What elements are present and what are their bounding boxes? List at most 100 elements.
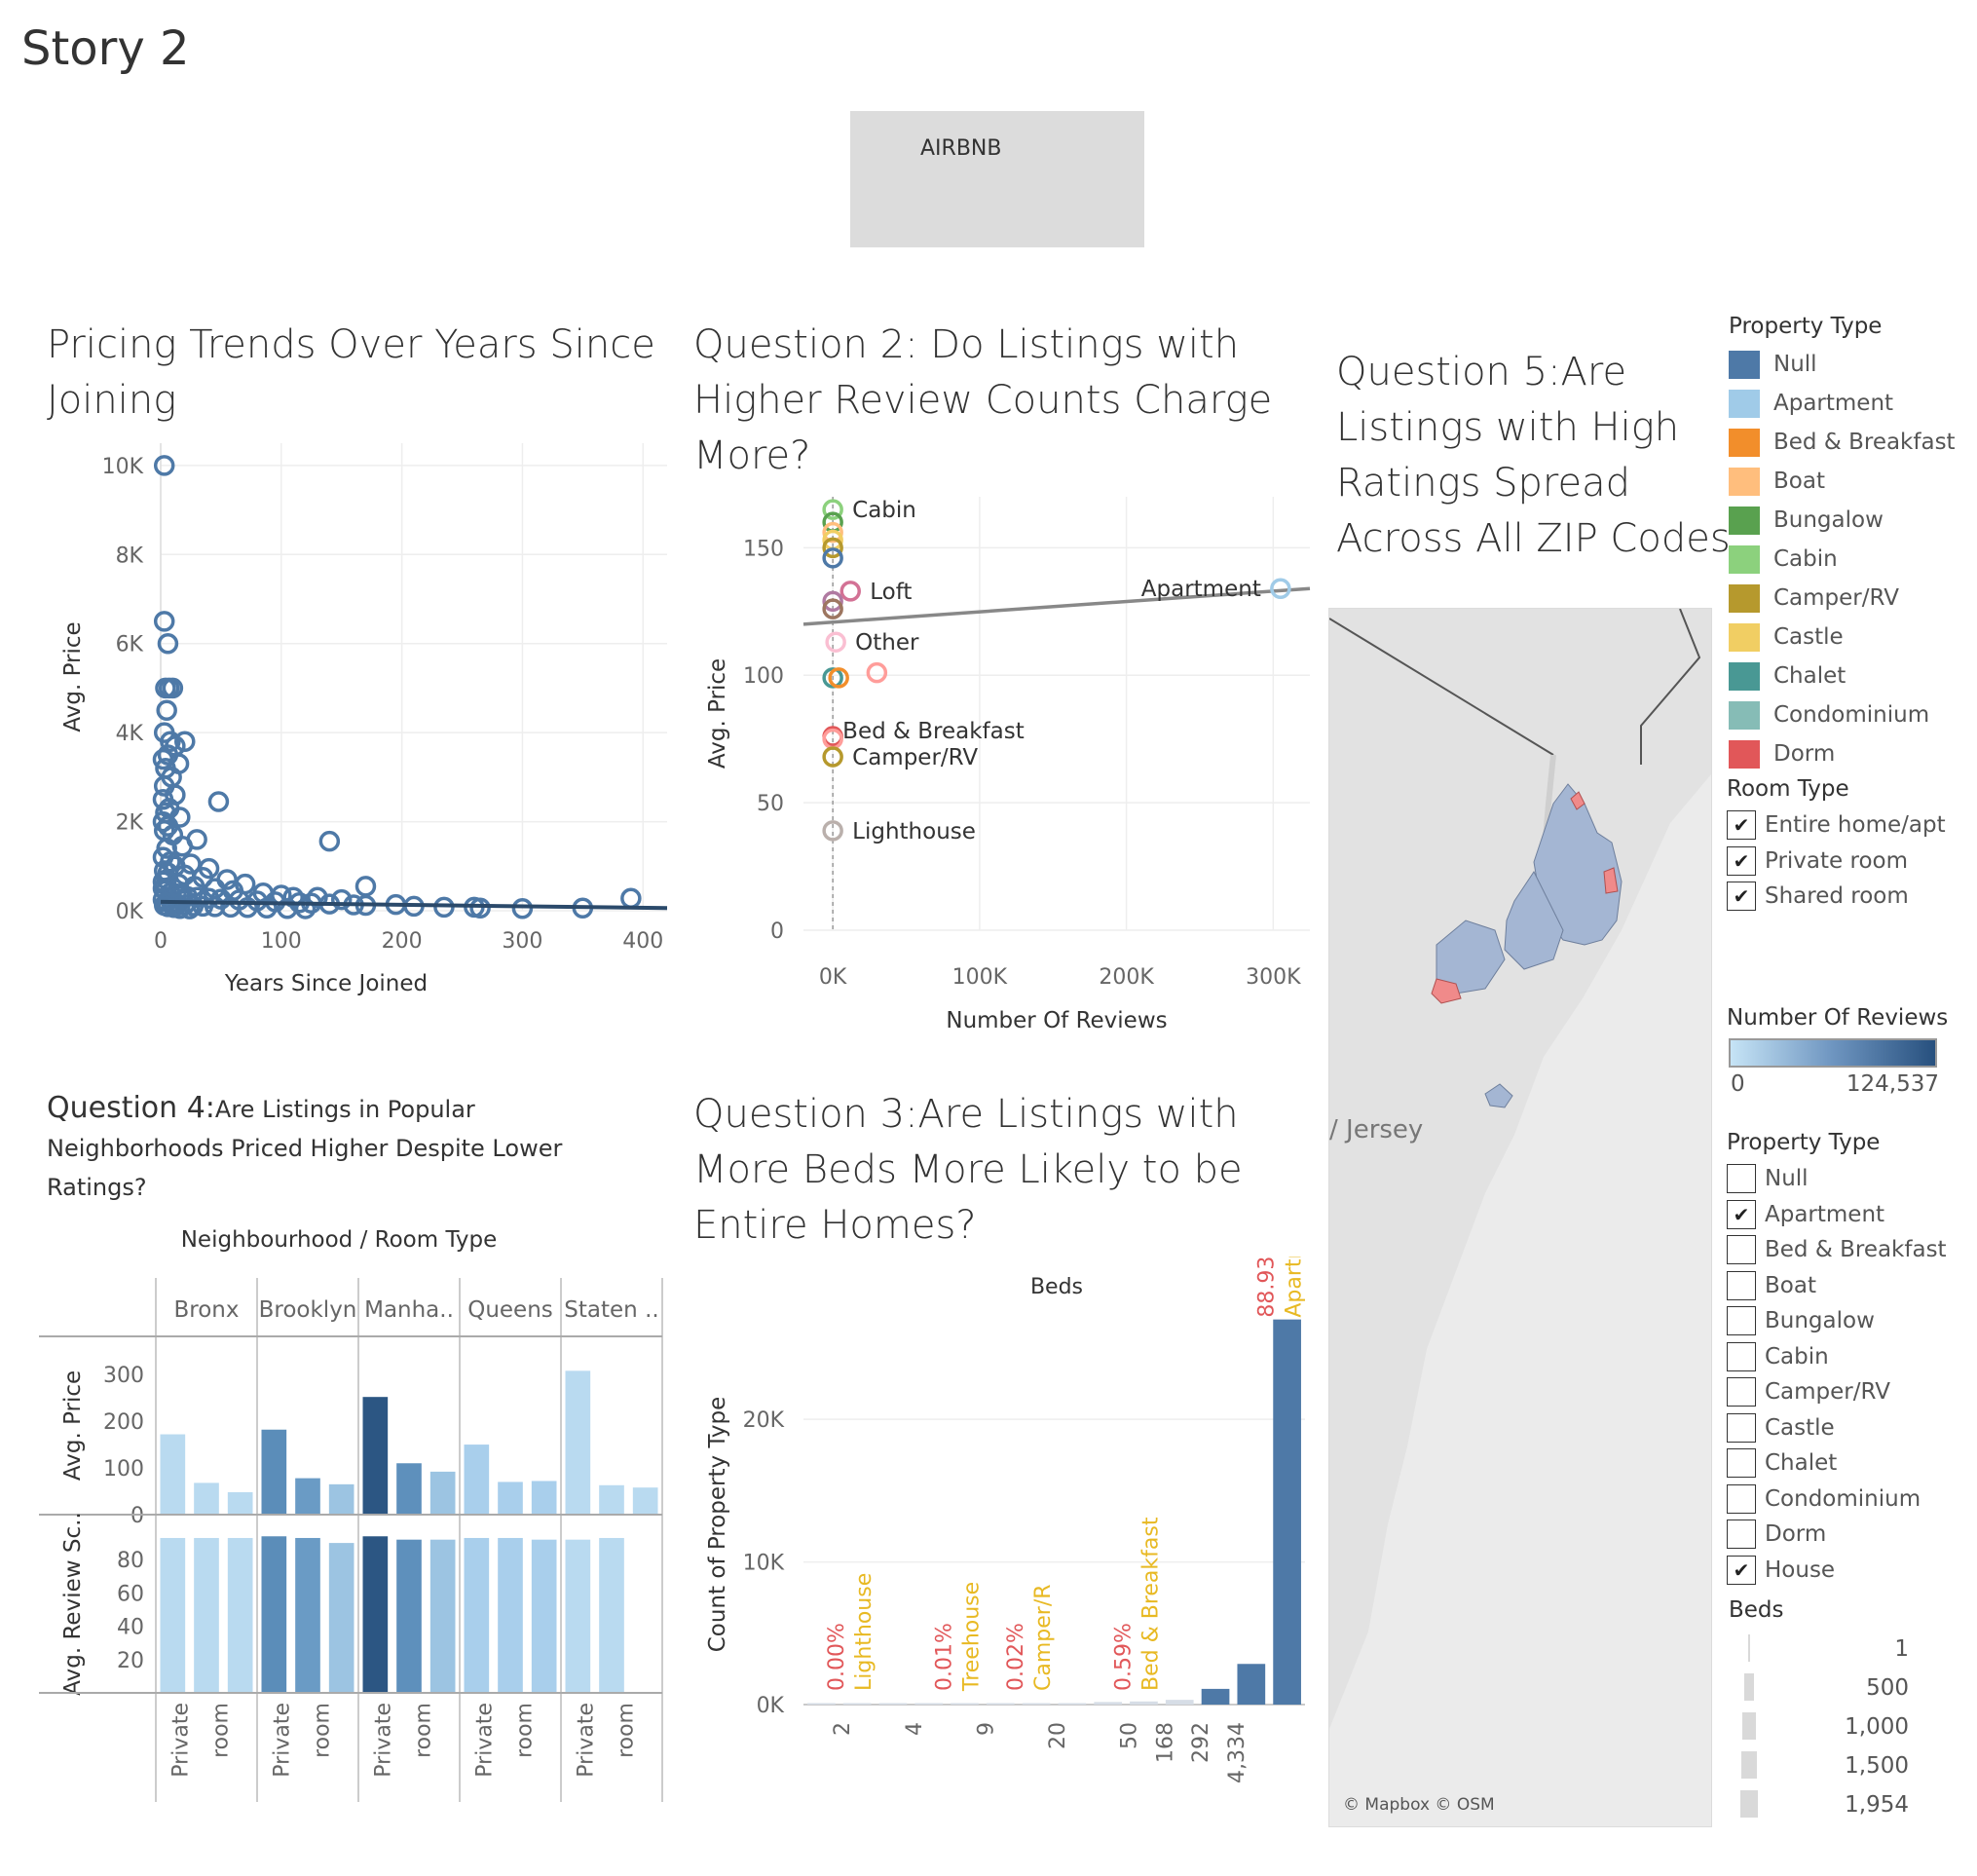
q3-y-axis-title: Count of Property Type (705, 1397, 730, 1653)
beds-bar-chart[interactable]: Beds 0K 10K 20K Count of Property Type 2 4 9 20 5… (682, 1257, 1324, 1841)
property-type-checkbox-item[interactable]: Castle (1727, 1410, 1975, 1446)
q4-bar (194, 1537, 219, 1693)
property-type-checkbox[interactable]: ✔ (1727, 1555, 1756, 1585)
q3-bar (1058, 1703, 1087, 1705)
property-type-checkbox-label: Cabin (1765, 1343, 1829, 1369)
legend-item-label: Boat (1773, 469, 1825, 494)
q3-percent-label: 0.59% (1111, 1623, 1136, 1691)
q2-y-tick-label: 100 (743, 664, 784, 689)
q4-neighbourhood-label: Bronx (174, 1297, 240, 1323)
property-type-legend-item[interactable]: Chalet (1729, 657, 1972, 695)
property-type-legend-item[interactable]: Castle (1729, 618, 1972, 657)
property-type-color-list[interactable]: Null Apartment Bed & Breakfast Boat Bungalow… (1729, 345, 1972, 783)
property-type-checkbox-item[interactable]: ✔ House (1727, 1553, 1975, 1589)
q1-point (354, 876, 377, 897)
pricing-trend-scatter-chart[interactable]: 0K 2K 4K 6K 8K 10K 0 100 200 300 400 Years Since Jo… (0, 429, 682, 1052)
property-type-checkbox[interactable] (1727, 1270, 1756, 1300)
beds-legend-bar (1742, 1712, 1756, 1740)
q4-title-line3: Ratings? (47, 1174, 147, 1201)
zip-map[interactable]: / Jersey © Mapbox © OSM (1328, 608, 1712, 1827)
property-type-checkbox-item[interactable]: Chalet (1727, 1445, 1975, 1482)
story-title: Story 2 (21, 21, 190, 76)
property-type-legend-item[interactable]: Bungalow (1729, 501, 1972, 540)
property-type-checkbox[interactable] (1727, 1377, 1756, 1407)
property-type-checkbox[interactable] (1727, 1235, 1756, 1265)
q4-bar (328, 1483, 354, 1515)
property-type-checkbox[interactable] (1727, 1412, 1756, 1443)
q3-y-tick-label: 10K (743, 1552, 785, 1576)
q5-title: Question 5:Are Listings with High Rating… (1336, 345, 1731, 567)
room-type-checkbox-item[interactable]: ✔ Shared room (1727, 879, 1975, 915)
property-type-checkbox-item[interactable]: Null (1727, 1161, 1975, 1197)
beds-legend-label: 1,954 (1845, 1792, 1909, 1818)
property-type-checkbox-item[interactable]: ✔ Apartment (1727, 1197, 1975, 1233)
property-type-legend-item[interactable]: Boat (1729, 462, 1972, 501)
room-type-checkbox-label: Entire home/apt (1765, 812, 1946, 839)
reviews-price-scatter-chart[interactable]: 0 50 100 150 0K 100K 200K 300K Number Of Reviews… (682, 487, 1324, 1052)
property-type-legend-item[interactable]: Null (1729, 345, 1972, 384)
property-type-checkbox-item[interactable]: Dorm (1727, 1517, 1975, 1553)
q1-y-tick-label: 6K (116, 633, 144, 657)
property-type-checkbox-item[interactable]: Bed & Breakfast (1727, 1232, 1975, 1268)
q2-point (1270, 578, 1291, 599)
q4-bar (295, 1478, 320, 1515)
beds-legend-label: 1,000 (1845, 1714, 1909, 1740)
property-type-legend-item[interactable]: Dorm (1729, 734, 1972, 773)
q4-room-type-label: Private (575, 1703, 599, 1778)
neighbourhood-bar-chart[interactable]: Neighbourhood / Room Type Bronx Brooklyn Ma… (0, 1218, 682, 1841)
property-type-checkbox-item[interactable]: Cabin (1727, 1339, 1975, 1375)
map-attribution: © Mapbox © OSM (1343, 1795, 1495, 1815)
property-type-checkbox[interactable]: ✔ (1727, 1199, 1756, 1229)
property-type-checkbox-item[interactable]: Camper/RV (1727, 1374, 1975, 1410)
room-type-checkbox[interactable]: ✔ (1727, 845, 1756, 876)
property-type-legend-item[interactable]: Apartment (1729, 384, 1972, 423)
property-type-checkbox[interactable] (1727, 1448, 1756, 1479)
room-type-checkbox-item[interactable]: ✔ Private room (1727, 844, 1975, 880)
q2-point (822, 537, 843, 559)
q3-x-tick-label: 168 (1153, 1722, 1177, 1763)
q2-point (822, 820, 843, 842)
room-type-checkbox-item[interactable]: ✔ Entire home/apt (1727, 807, 1975, 844)
q4-bar (362, 1397, 389, 1515)
q2-point (822, 667, 843, 689)
property-type-checkbox-item[interactable]: Condominium (1727, 1482, 1975, 1518)
property-type-checkbox-label: Chalet (1765, 1450, 1838, 1477)
property-type-checkbox[interactable] (1727, 1164, 1756, 1194)
q4-bar (429, 1471, 456, 1515)
q1-point (330, 888, 353, 911)
beds-size-legend: Beds 1 500 1,000 1,500 1,954 (1729, 1597, 1962, 1825)
q3-bar (951, 1703, 979, 1705)
q2-point (839, 581, 861, 602)
property-type-legend-item[interactable]: Cabin (1729, 540, 1972, 579)
q5-title-line3: Ratings Spread (1336, 461, 1630, 506)
zip-area-highlight-1 (1431, 978, 1462, 1004)
property-type-legend-title: Property Type (1729, 314, 1883, 339)
room-type-checkbox[interactable]: ✔ (1727, 810, 1756, 841)
property-type-checkbox[interactable] (1727, 1306, 1756, 1336)
q2-point-label: Loft (870, 580, 912, 605)
property-type-legend-item[interactable]: Bed & Breakfast (1729, 423, 1972, 462)
q4-bar (295, 1537, 320, 1693)
property-type-checkbox[interactable] (1727, 1483, 1756, 1514)
map-state-label: / Jersey (1329, 1115, 1424, 1144)
q3-percent-label: 0.02% (1004, 1623, 1028, 1691)
q1-point (511, 897, 534, 919)
q3-type-label: Treehouse (960, 1582, 985, 1692)
q3-bar (1130, 1701, 1158, 1705)
property-type-filter-list[interactable]: Null ✔ Apartment Bed & Breakfast Boat Bungalo… (1727, 1161, 1975, 1599)
property-type-checkbox-item[interactable]: Boat (1727, 1268, 1975, 1304)
property-type-checkbox[interactable] (1727, 1341, 1756, 1371)
q4-bar (396, 1463, 422, 1515)
property-type-checkbox[interactable] (1727, 1520, 1756, 1550)
q3-title-line3: Entire Homes? (693, 1203, 977, 1248)
zip-area-south (1484, 1083, 1513, 1108)
q1-point (256, 897, 278, 919)
property-type-checkbox-item[interactable]: Bungalow (1727, 1303, 1975, 1339)
q4-bar (464, 1537, 490, 1693)
room-type-checkbox[interactable]: ✔ (1727, 882, 1756, 912)
map-shapes (1329, 609, 1711, 1729)
zip-area-manhattan-bronx (1533, 783, 1623, 946)
q4-bar (227, 1537, 253, 1693)
property-type-legend-item[interactable]: Camper/RV (1729, 579, 1972, 618)
property-type-legend-item[interactable]: Condominium (1729, 695, 1972, 734)
